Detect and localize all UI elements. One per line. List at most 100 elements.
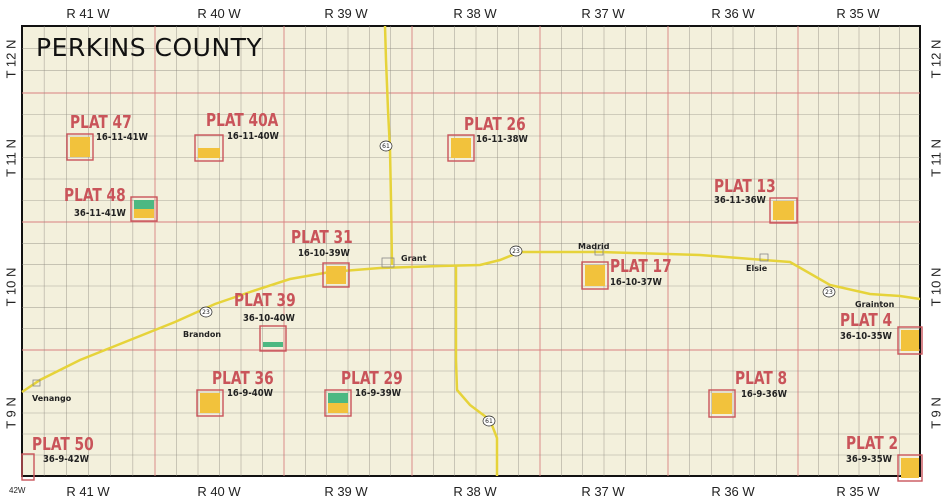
plat-box (259, 325, 287, 352)
highway-shield: 61 (379, 140, 393, 152)
plat-code: 16-10-39W (298, 248, 350, 259)
township-label-right: T 10 N (928, 267, 944, 307)
township-label-left: T 10 N (3, 267, 19, 307)
highway-shield: 23 (199, 306, 213, 318)
range-label-top: R 39 W (324, 6, 368, 21)
plat-boxes (21, 133, 923, 482)
plat-box (66, 133, 94, 161)
plat-box (897, 326, 923, 355)
plat-fill (326, 266, 346, 284)
township-label-right: T 12 N (928, 39, 944, 79)
highway-shields: 61 23 23 23 61 (199, 140, 836, 427)
plat-fill (901, 330, 919, 351)
plat-title: PLAT 48 (64, 185, 126, 206)
shield-icon (822, 286, 836, 298)
range-label-bottom: R 37 W (581, 484, 625, 499)
plat-code: 16-11-40W (227, 131, 279, 142)
plat-border (194, 134, 224, 162)
shield-number: 23 (825, 289, 833, 296)
plat-border (897, 454, 923, 482)
plat-code: 16-10-37W (610, 277, 662, 288)
plat-code: 36-11-36W (714, 195, 766, 206)
plat-title: PLAT 13 (714, 176, 776, 197)
plat-title: PLAT 39 (234, 290, 296, 311)
shield-icon (509, 245, 523, 257)
plat-border (324, 389, 352, 417)
highway-61-south (454, 266, 499, 476)
plat-fill (451, 138, 471, 158)
range-label-bottom: R 41 W (66, 484, 110, 499)
plat-box (324, 389, 352, 417)
plat-border (581, 261, 609, 290)
plat-code: 16-11-41W (96, 132, 148, 143)
highway-61-north (383, 25, 394, 266)
range-label-top: R 35 W (836, 6, 880, 21)
plat-fill (134, 209, 154, 218)
madrid-town-icon (594, 248, 604, 256)
range-label-top: R 37 W (581, 6, 625, 21)
plat-title: PLAT 36 (212, 368, 274, 389)
plat-title: PLAT 31 (291, 227, 353, 248)
township-label-right: T 9 N (928, 397, 944, 429)
plat-code: 16-9-40W (227, 388, 274, 399)
plat-box (897, 454, 923, 482)
plat-fill (901, 458, 919, 478)
town-label-madrid: Madrid (578, 242, 610, 251)
plat-fill (198, 148, 220, 158)
town-markers (32, 248, 769, 387)
plat-code: 36-9-42W (43, 454, 90, 465)
highway-shield: 23 (509, 245, 523, 257)
highway-23 (21, 250, 921, 394)
shield-number: 61 (485, 418, 493, 425)
township-label-left: T 12 N (3, 39, 19, 79)
plat-border (897, 326, 923, 355)
highway-shield: 23 (822, 286, 836, 298)
town-label-grant: Grant (401, 254, 427, 263)
plat-fill-green (263, 342, 283, 347)
plat-box (196, 389, 224, 417)
range-label-bottom: R 39 W (324, 484, 368, 499)
plat-fill-green (328, 393, 348, 403)
plat-fill (70, 137, 90, 157)
shield-number: 23 (512, 248, 520, 255)
range-label-top: R 40 W (197, 6, 241, 21)
plat-title: PLAT 26 (464, 114, 526, 135)
township-label-left: T 9 N (3, 397, 19, 429)
plat-border (708, 389, 736, 418)
town-label-grainton: Grainton (855, 300, 895, 309)
plat-border (130, 196, 158, 222)
grant-town-icon (381, 257, 395, 268)
plat-fill (328, 403, 348, 413)
plat-title: PLAT 47 (70, 112, 132, 133)
plat-code: 36-10-35W (840, 331, 892, 342)
plat-border (259, 325, 287, 352)
section-lines (22, 26, 920, 476)
plat-box (581, 261, 609, 290)
plat-fill (585, 265, 605, 286)
shield-icon (482, 415, 496, 427)
corner-range-label: 42W (9, 486, 26, 495)
plat-code: 16-9-36W (741, 389, 788, 400)
plat-code: 36-9-35W (846, 454, 893, 465)
plat-code: 16-9-39W (355, 388, 402, 399)
plat-box (447, 134, 475, 162)
plat-title: PLAT 4 (840, 310, 893, 331)
town-label-venango: Venango (32, 394, 72, 403)
plat-box (769, 197, 798, 224)
range-label-bottom: R 38 W (453, 484, 497, 499)
plat-code: 36-10-40W (243, 313, 295, 324)
plat-box (130, 196, 158, 222)
venango-town-icon (32, 379, 41, 387)
plat-border (66, 133, 94, 161)
plat-title: PLAT 8 (735, 368, 788, 389)
shield-number: 23 (202, 309, 210, 316)
plat-title: PLAT 40A (206, 110, 279, 131)
range-label-bottom: R 36 W (711, 484, 755, 499)
shield-icon (199, 306, 213, 318)
plat-border (196, 389, 224, 417)
range-label-top: R 41 W (66, 6, 110, 21)
town-label-elsie: Elsie (746, 264, 768, 273)
plat-fill-green (134, 200, 154, 209)
